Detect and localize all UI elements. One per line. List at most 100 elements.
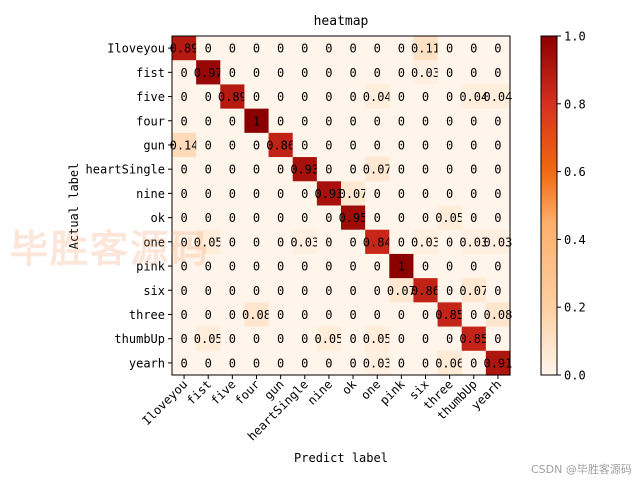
cell-value-label: 0 [277,284,284,298]
cell-value-label: 0 [470,66,477,80]
cell-value-label: 0 [229,138,236,152]
heatmap-cell [485,181,511,207]
heatmap-cell [292,132,318,158]
heatmap-cell [220,36,246,61]
heatmap-cell [437,132,463,158]
heatmap-cell [437,181,463,207]
cell-value-label: 0 [422,138,429,152]
heatmap-cell [341,84,366,110]
heatmap-cell [316,278,342,303]
cell-value-label: 0 [349,235,356,249]
heatmap-cell [244,108,270,134]
heatmap-cell [341,350,366,376]
heatmap-cell [389,278,415,303]
heatmap-cell [437,157,463,182]
y-tick-label: fist [136,66,165,80]
heatmap-cell [172,108,197,134]
heatmap-cell [365,108,390,134]
heatmap-cell [461,108,487,134]
heatmap-cell [172,84,197,110]
heatmap-cell [316,253,342,279]
heatmap-cell [172,132,197,158]
heatmap-cell [461,302,487,328]
heatmap-cell [461,60,487,86]
heatmap-cell [220,350,246,376]
cell-value-label: 0.14 [170,138,199,152]
heatmap-cell [389,36,415,61]
cell-value-label: 0.11 [411,42,440,56]
heatmap-cell [220,253,246,279]
cell-value-label: 0 [205,187,212,201]
heatmap-cell [292,350,318,376]
cell-value-label: 0.89 [170,42,199,56]
heatmap-cell [196,132,221,158]
heatmap-cell [341,253,366,279]
heatmap-cell [292,253,318,279]
heatmap-cell [292,229,318,255]
cell-value-label: 0 [349,284,356,298]
cell-value-label: 1 [398,260,405,274]
heatmap-cell [461,229,487,255]
y-tick-label: nine [136,187,165,201]
heatmap-cell [244,181,270,207]
cell-value-label: 0 [180,284,187,298]
cell-value-label: 0 [180,235,187,249]
cell-value-label: 0 [301,211,308,225]
cell-value-label: 0 [494,187,501,201]
cell-value-label: 0 [422,332,429,346]
cell-value-label: 0 [301,66,308,80]
heatmap-cell [196,229,221,255]
cell-value-label: 0 [470,163,477,177]
cell-value-label: 0 [325,90,332,104]
heatmap-cell [413,84,439,110]
cell-value-label: 0 [253,90,260,104]
heatmap-cell [268,350,294,376]
cell-value-label: 0 [470,114,477,128]
heatmap-cell [389,108,415,134]
x-tick-label: nine [305,377,335,407]
heatmap-cell [461,181,487,207]
heatmap-cell [389,60,415,86]
cell-value-label: 0 [422,90,429,104]
cell-value-label: 0 [349,138,356,152]
heatmap-cell [485,132,511,158]
cell-value-label: 0.04 [459,90,488,104]
cell-value-label: 0 [180,211,187,225]
cell-value-label: 0 [301,284,308,298]
heatmap-cell [461,350,487,376]
cell-value-label: 0 [325,260,332,274]
heatmap-cell [172,229,197,255]
heatmap-cell [316,36,342,61]
y-tick-label: pink [136,260,166,274]
heatmap-cell [220,302,246,328]
cell-value-label: 0 [301,356,308,370]
y-tick-label: heartSingle [86,163,165,177]
heatmap-cell [365,181,390,207]
colorbar-tick-label: 0.0 [564,369,586,383]
heatmap-cell [316,157,342,182]
heatmap-cell [413,181,439,207]
cell-value-label: 0 [446,284,453,298]
cell-value-label: 0 [494,332,501,346]
y-tick-label: four [136,114,165,128]
cell-value-label: 0 [470,260,477,274]
heatmap-cell [365,326,390,352]
heatmap-cell [196,253,221,279]
x-tick-label: ok [339,377,360,398]
heatmap-cell [196,278,221,303]
cell-value-label: 0 [470,138,477,152]
cell-value-label: 0 [205,260,212,274]
cell-value-label: 0.03 [459,235,488,249]
y-tick-label: six [143,284,165,298]
cell-value-label: 0 [229,260,236,274]
cell-value-label: 0 [205,114,212,128]
credit-text: CSDN @毕胜客源码 [531,463,632,476]
y-tick-label: five [136,90,165,104]
heatmap-cell [268,108,294,134]
x-tick-label: five [208,377,238,407]
y-tick-label: thumbUp [114,332,165,346]
heatmap-cell [485,229,511,255]
plot-frame [171,35,511,376]
heatmap-cell [172,157,197,182]
cell-value-label: 0.05 [435,211,464,225]
